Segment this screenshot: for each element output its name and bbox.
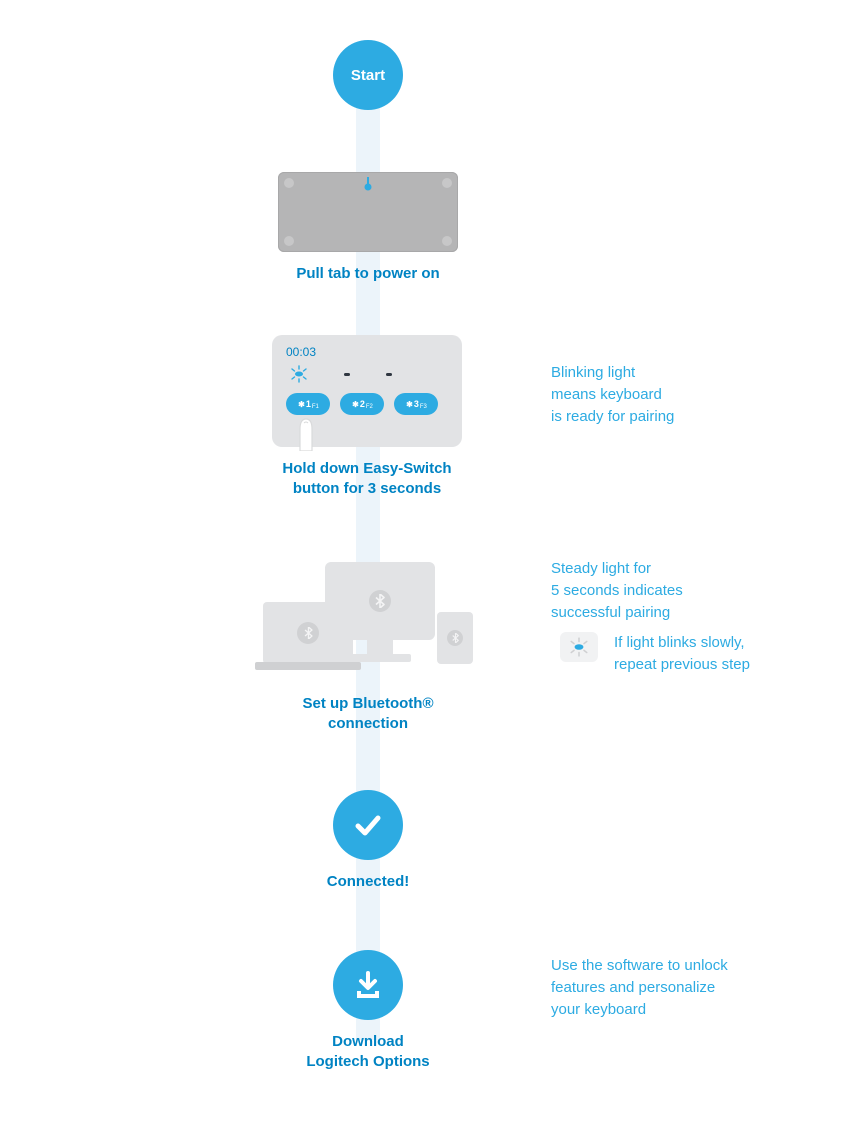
monitor-base-icon <box>349 654 411 662</box>
step-bluetooth: Set up Bluetooth® connection <box>263 562 473 735</box>
keyboard-foot-icon <box>284 236 294 246</box>
download-caption: Download Logitech Options <box>278 1032 458 1073</box>
key-fn: F3 <box>420 404 427 410</box>
easy-switch-key-1: ✱ 1 F1 <box>286 393 330 415</box>
slow-blink-indicator-icon <box>560 632 598 662</box>
key-number: 1 <box>306 399 311 409</box>
easy-switch-keys-row: ✱ 1 F1 ✱ 2 F2 ✱ 3 F3 <box>286 393 448 415</box>
step-start: Start <box>333 40 403 110</box>
keyboard-foot-icon <box>284 178 294 188</box>
download-icon <box>351 968 385 1002</box>
step-easy-switch: 00:03 ✱ 1 F1 <box>272 335 462 500</box>
step-download: Download Logitech Options <box>333 950 403 1073</box>
bluetooth-side-note-b-row: If light blinks slowly, repeat previous … <box>560 632 750 676</box>
download-circle-icon <box>333 950 403 1020</box>
bluetooth-badge-icon <box>297 622 319 644</box>
timer-text: 00:03 <box>286 345 448 359</box>
easy-switch-key-3: ✱ 3 F3 <box>394 393 438 415</box>
bluetooth-badge-icon <box>369 590 391 612</box>
bluetooth-caption: Set up Bluetooth® connection <box>263 694 473 735</box>
bluetooth-badge-icon <box>447 630 463 646</box>
indicator-dot-icon <box>344 373 350 376</box>
keyboard-back-illustration <box>278 172 458 252</box>
start-label: Start <box>351 67 385 84</box>
key-fn: F1 <box>312 404 319 410</box>
bt-glyph-icon: ✱ <box>406 400 413 409</box>
keyboard-foot-icon <box>442 178 452 188</box>
thumb-press-icon <box>290 415 322 451</box>
key-number: 2 <box>360 399 365 409</box>
step-connected: Connected! <box>333 790 403 892</box>
laptop-base-icon <box>255 662 361 670</box>
keyboard-foot-icon <box>442 236 452 246</box>
download-side-note: Use the software to unlock features and … <box>551 955 728 1020</box>
power-on-caption: Pull tab to power on <box>278 264 458 284</box>
connected-circle-icon <box>333 790 403 860</box>
key-number: 3 <box>414 399 419 409</box>
easy-switch-caption: Hold down Easy-Switch button for 3 secon… <box>272 459 462 500</box>
indicator-dot-icon <box>386 373 392 376</box>
pull-tab-icon <box>364 177 372 191</box>
indicator-lights-row <box>290 365 448 383</box>
step-power-on: Pull tab to power on <box>278 172 458 284</box>
laptop-icon <box>263 602 353 664</box>
tablet-icon <box>437 612 473 664</box>
start-circle: Start <box>333 40 403 110</box>
devices-illustration <box>263 562 473 682</box>
key-fn: F2 <box>366 404 373 410</box>
easy-switch-key-2: ✱ 2 F2 <box>340 393 384 415</box>
bluetooth-side-note-b-text: If light blinks slowly, repeat previous … <box>614 632 750 676</box>
bluetooth-side-note-a: Steady light for 5 seconds indicates suc… <box>551 558 683 623</box>
bt-glyph-icon: ✱ <box>352 400 359 409</box>
blinking-light-icon <box>290 365 308 383</box>
keyboard-front-illustration: 00:03 ✱ 1 F1 <box>272 335 462 447</box>
connected-caption: Connected! <box>298 872 438 892</box>
bt-glyph-icon: ✱ <box>298 400 305 409</box>
easy-switch-side-note: Blinking light means keyboard is ready f… <box>551 362 674 427</box>
checkmark-icon <box>351 808 385 842</box>
